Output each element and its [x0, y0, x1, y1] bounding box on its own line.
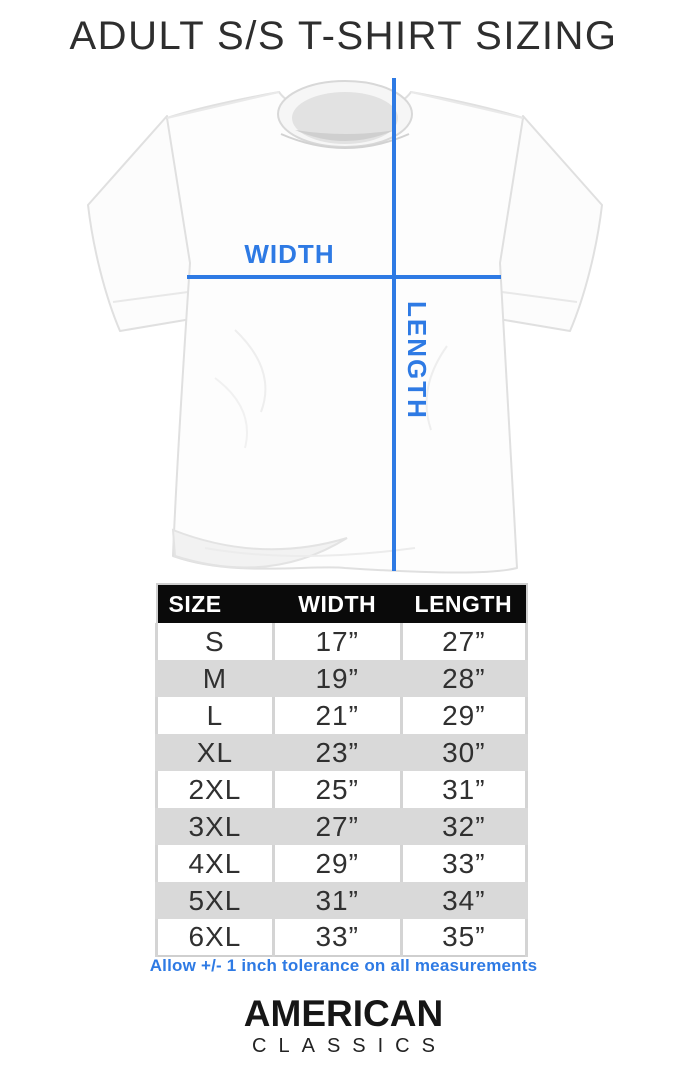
- table-row: 6XL 33” 35”: [155, 919, 529, 956]
- length-value: 29”: [399, 697, 529, 734]
- width-measure-line: [187, 275, 501, 279]
- width-value: 29”: [271, 845, 403, 882]
- length-measure-line: [392, 78, 396, 571]
- size-value: 2XL: [155, 771, 275, 808]
- width-value: 25”: [271, 771, 403, 808]
- sizing-table: SIZE WIDTH LENGTH S 17” 27” M 19” 28” L …: [155, 583, 529, 957]
- length-measure-label: LENGTH: [402, 301, 432, 420]
- brand-name-primary: AMERICAN: [243, 993, 444, 1034]
- brand-logo: AMERICAN CLASSICS: [0, 993, 687, 1058]
- table-row: S 17” 27”: [155, 623, 529, 660]
- column-header-width: WIDTH: [273, 584, 402, 623]
- width-value: 23”: [271, 734, 403, 771]
- table-row: 4XL 29” 33”: [155, 845, 529, 882]
- size-value: 3XL: [155, 808, 275, 845]
- width-value: 21”: [271, 697, 403, 734]
- size-value: S: [155, 623, 275, 660]
- tshirt-image: [85, 78, 605, 578]
- table-row: 5XL 31” 34”: [155, 882, 529, 919]
- table-row: 3XL 27” 32”: [155, 808, 529, 845]
- width-value: 27”: [271, 808, 403, 845]
- page-title: ADULT S/S T-SHIRT SIZING: [69, 14, 618, 58]
- tolerance-note: Allow +/- 1 inch tolerance on all measur…: [149, 956, 538, 975]
- column-header-length: LENGTH: [401, 584, 527, 623]
- width-measure-label: WIDTH: [244, 239, 335, 269]
- table-row: 2XL 25” 31”: [155, 771, 529, 808]
- table-row: XL 23” 30”: [155, 734, 529, 771]
- column-header-size: SIZE: [156, 584, 274, 623]
- brand-name-secondary: CLASSICS: [252, 1034, 447, 1057]
- length-value: 34”: [399, 882, 529, 919]
- table-row: L 21” 29”: [155, 697, 529, 734]
- size-value: 6XL: [155, 919, 275, 956]
- length-value: 32”: [399, 808, 529, 845]
- width-value: 31”: [271, 882, 403, 919]
- length-value: 33”: [399, 845, 529, 882]
- width-value: 19”: [271, 660, 403, 697]
- length-value: 28”: [399, 660, 529, 697]
- size-value: M: [155, 660, 275, 697]
- size-value: L: [155, 697, 275, 734]
- size-value: 5XL: [155, 882, 275, 919]
- length-value: 30”: [399, 734, 529, 771]
- sizing-table-header-row: SIZE WIDTH LENGTH: [156, 584, 527, 623]
- table-row: M 19” 28”: [155, 660, 529, 697]
- length-value: 35”: [399, 919, 529, 956]
- width-value: 33”: [271, 919, 403, 956]
- width-value: 17”: [271, 623, 403, 660]
- tshirt-illustration: [87, 80, 603, 574]
- length-value: 27”: [399, 623, 529, 660]
- size-value: XL: [155, 734, 275, 771]
- size-value: 4XL: [155, 845, 275, 882]
- length-value: 31”: [399, 771, 529, 808]
